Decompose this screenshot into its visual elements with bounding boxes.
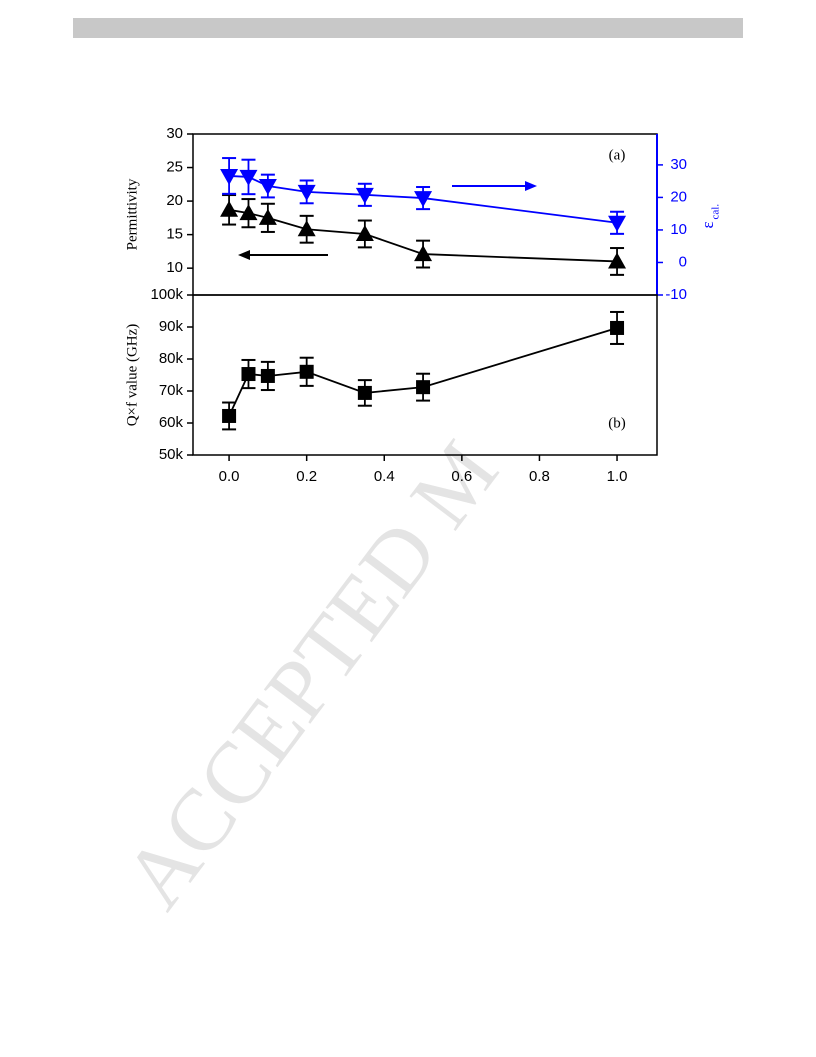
y-tick-label: 80k (159, 350, 184, 367)
marker (355, 187, 374, 204)
marker (258, 179, 277, 196)
y-tick-label: 25 (166, 159, 183, 176)
y2-tick-label: 30 (670, 156, 687, 173)
x-tick-label: 0.8 (529, 468, 550, 485)
marker (297, 184, 316, 201)
marker (258, 208, 277, 225)
series-line (228, 327, 618, 417)
y-tick-label: 70k (159, 382, 184, 399)
marker (220, 168, 239, 185)
watermark: ACCEPTED M (106, 424, 517, 926)
marker (357, 385, 372, 400)
x-tick-label: 0.2 (296, 468, 317, 485)
marker (299, 364, 314, 379)
header-bar (73, 18, 743, 38)
y-tick-label: 15 (166, 226, 183, 243)
y-axis-label: Permittivity (124, 178, 140, 250)
marker (610, 320, 625, 335)
marker (414, 191, 433, 208)
marker (222, 408, 237, 423)
y-tick-label: 30 (166, 125, 183, 142)
panel-label: (a) (609, 147, 626, 163)
left-arrow (238, 250, 328, 260)
marker (297, 220, 316, 237)
marker (608, 215, 627, 232)
y-tick-label: 50k (159, 446, 184, 463)
marker (355, 224, 374, 241)
x-tick-label: 0.0 (219, 468, 240, 485)
y-axis-label: Q×f value (GHz) (124, 324, 140, 427)
x-tick-label: 0.6 (451, 468, 472, 485)
y2-label-main: ε (698, 221, 717, 228)
y2-label-sub: cal. (710, 204, 722, 220)
y-tick-label: 10 (166, 259, 183, 276)
marker (241, 367, 256, 382)
x-tick-label: 0.4 (374, 468, 395, 485)
plot-frame (192, 133, 658, 296)
marker (608, 252, 627, 269)
y2-tick-label: -10 (665, 286, 687, 303)
y-tick-label: 100k (150, 286, 183, 303)
y-tick-label: 60k (159, 414, 184, 431)
marker (239, 204, 258, 221)
marker (239, 169, 258, 186)
y-tick-label: 20 (166, 192, 183, 209)
y-tick-label: 90k (159, 318, 184, 335)
plot-frame (192, 294, 658, 456)
panel-label: (b) (608, 415, 626, 431)
marker (416, 380, 431, 395)
marker (260, 368, 275, 383)
y2-tick-label: 20 (670, 188, 687, 205)
marker (414, 245, 433, 262)
y2-tick-label: 10 (670, 221, 687, 238)
y2-tick-label: 0 (679, 253, 687, 270)
marker (220, 200, 239, 217)
x-tick-label: 1.0 (607, 468, 628, 485)
right-arrow (452, 181, 537, 191)
